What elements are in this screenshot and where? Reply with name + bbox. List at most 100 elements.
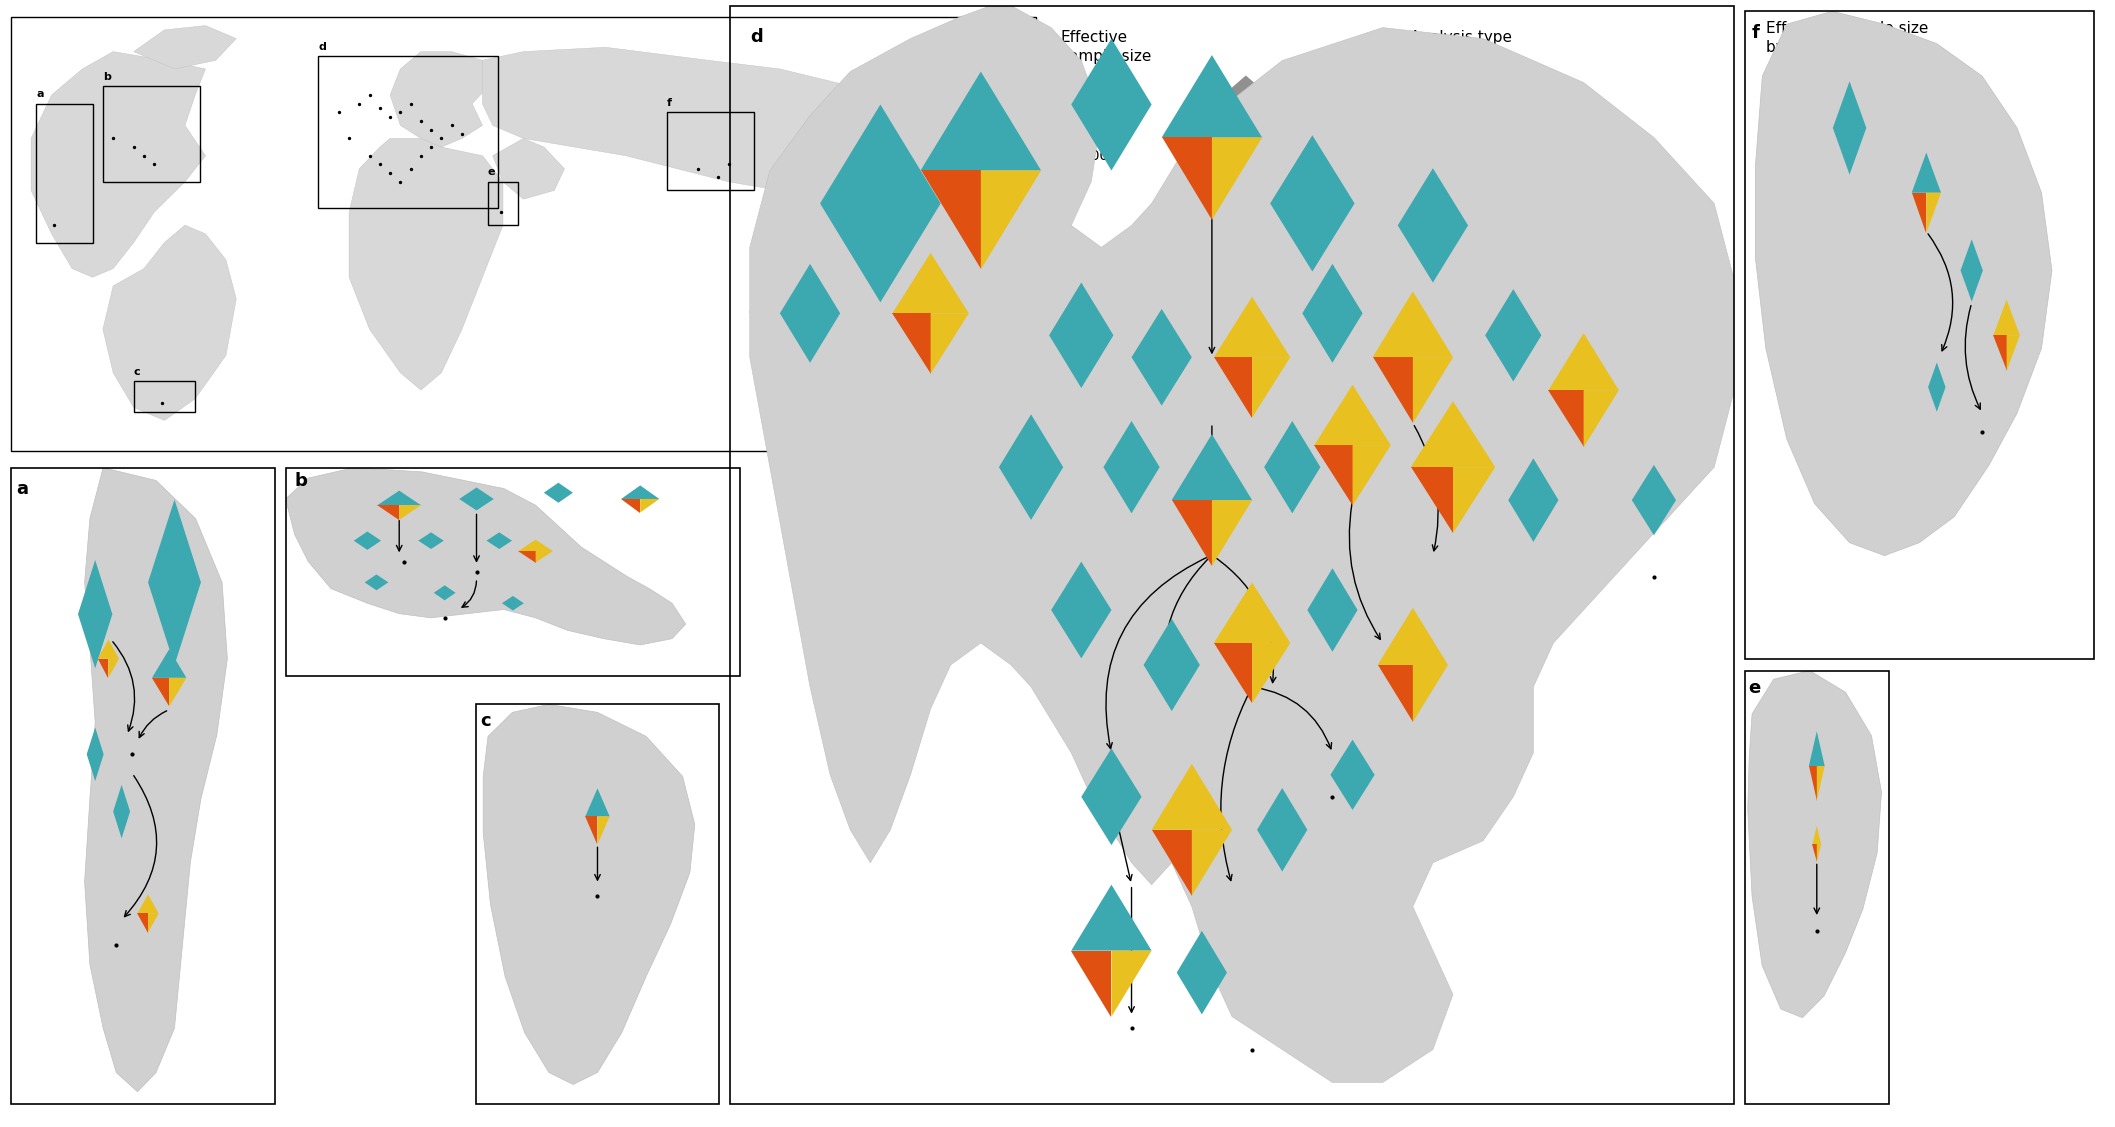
- Polygon shape: [1413, 357, 1453, 423]
- Polygon shape: [518, 551, 535, 562]
- Text: 1,200: 1,200: [1062, 114, 1100, 128]
- Polygon shape: [482, 704, 694, 1084]
- Polygon shape: [1398, 168, 1468, 283]
- Text: Analysis type: Analysis type: [1411, 30, 1512, 45]
- Polygon shape: [169, 677, 186, 707]
- Polygon shape: [1172, 434, 1252, 500]
- Polygon shape: [1453, 468, 1495, 533]
- Polygon shape: [419, 532, 444, 549]
- Polygon shape: [1808, 731, 1825, 766]
- Polygon shape: [518, 540, 552, 551]
- Polygon shape: [1548, 334, 1618, 390]
- Point: [146, 394, 180, 412]
- Polygon shape: [152, 677, 169, 707]
- Polygon shape: [114, 784, 129, 838]
- Polygon shape: [152, 649, 186, 677]
- Point: [711, 156, 744, 174]
- Bar: [36, 104, 93, 242]
- Text: Hospitalized,
SARS-CoV-2
positive: Hospitalized, SARS-CoV-2 positive: [1535, 225, 1616, 270]
- Polygon shape: [1375, 236, 1417, 256]
- Polygon shape: [1161, 137, 1212, 220]
- Point: [383, 172, 417, 190]
- Text: 120,000: 120,000: [1062, 290, 1119, 304]
- Polygon shape: [1912, 152, 1942, 193]
- Polygon shape: [1104, 421, 1159, 513]
- Polygon shape: [981, 170, 1041, 269]
- Polygon shape: [376, 505, 400, 520]
- Polygon shape: [1138, 202, 1354, 392]
- Point: [404, 147, 438, 165]
- Polygon shape: [1210, 123, 1284, 188]
- Bar: [1783, 365, 1857, 380]
- Polygon shape: [1161, 55, 1263, 137]
- Point: [372, 165, 406, 183]
- Polygon shape: [1144, 619, 1199, 711]
- Text: e: e: [1747, 680, 1760, 698]
- Polygon shape: [349, 139, 503, 390]
- Polygon shape: [1229, 76, 1263, 106]
- Polygon shape: [1307, 568, 1358, 651]
- Polygon shape: [622, 499, 641, 513]
- Point: [95, 130, 129, 148]
- Polygon shape: [1070, 950, 1112, 1017]
- Bar: [1783, 330, 1857, 352]
- Polygon shape: [749, 268, 914, 347]
- Polygon shape: [1548, 390, 1584, 447]
- Point: [415, 137, 448, 156]
- Polygon shape: [1929, 363, 1946, 411]
- Polygon shape: [1813, 826, 1821, 844]
- Polygon shape: [1396, 256, 1417, 275]
- Bar: [1783, 104, 1857, 330]
- Polygon shape: [493, 139, 565, 199]
- Text: Effective
sample size: Effective sample size: [1062, 30, 1151, 63]
- Text: Reported
SARS-CoV-2
infection: Reported SARS-CoV-2 infection: [1423, 69, 1497, 114]
- Polygon shape: [1112, 950, 1151, 1017]
- Polygon shape: [389, 52, 493, 147]
- Polygon shape: [920, 71, 1041, 170]
- Polygon shape: [1313, 384, 1392, 445]
- Polygon shape: [97, 640, 118, 658]
- Point: [36, 216, 70, 234]
- Polygon shape: [364, 575, 389, 591]
- Polygon shape: [1354, 445, 1392, 506]
- Bar: [1783, 391, 1857, 399]
- Polygon shape: [998, 415, 1064, 520]
- Point: [393, 160, 427, 178]
- Text: b: b: [104, 72, 110, 82]
- Polygon shape: [1808, 766, 1817, 800]
- Polygon shape: [1817, 766, 1825, 800]
- Polygon shape: [596, 816, 609, 844]
- Point: [321, 104, 355, 122]
- Polygon shape: [535, 551, 552, 562]
- Polygon shape: [1633, 465, 1675, 535]
- Text: f: f: [666, 98, 673, 108]
- Point: [393, 95, 427, 113]
- Polygon shape: [2007, 336, 2020, 371]
- Polygon shape: [1813, 844, 1817, 862]
- Polygon shape: [1500, 236, 1542, 256]
- Text: c: c: [480, 712, 491, 730]
- Bar: [1783, 352, 1857, 365]
- Polygon shape: [544, 482, 573, 503]
- Polygon shape: [148, 913, 159, 932]
- Polygon shape: [931, 313, 969, 374]
- Bar: [133, 381, 195, 411]
- Polygon shape: [1584, 390, 1618, 447]
- Polygon shape: [1817, 844, 1821, 862]
- Polygon shape: [1912, 193, 1927, 233]
- Text: 12,000: 12,000: [1062, 149, 1108, 162]
- Polygon shape: [137, 913, 148, 932]
- Point: [127, 147, 161, 165]
- Polygon shape: [1252, 642, 1290, 703]
- Polygon shape: [85, 468, 226, 1092]
- Polygon shape: [1303, 264, 1362, 363]
- Polygon shape: [622, 486, 660, 499]
- Polygon shape: [1961, 239, 1984, 302]
- Text: a: a: [17, 480, 27, 498]
- Text: e: e: [489, 168, 495, 177]
- Polygon shape: [1212, 137, 1263, 220]
- Polygon shape: [108, 658, 118, 677]
- Polygon shape: [97, 658, 108, 677]
- Polygon shape: [893, 252, 969, 313]
- Text: SAS  6,489: SAS 6,489: [1895, 97, 1963, 110]
